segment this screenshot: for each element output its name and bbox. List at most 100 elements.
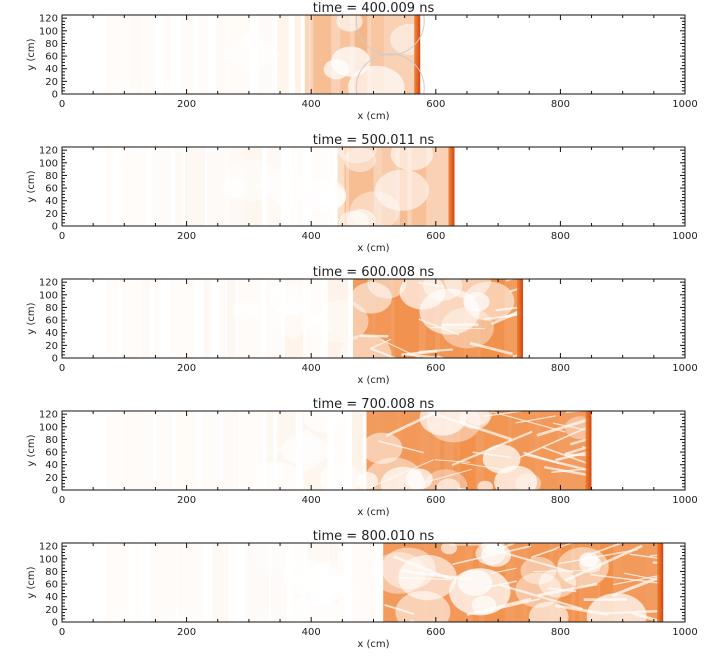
- y-axis-label: y (cm): [26, 434, 37, 466]
- y-tick-label: 0: [52, 90, 58, 101]
- filament: [521, 305, 588, 316]
- vortex-cavity: [444, 279, 492, 299]
- wake-band: [129, 15, 143, 94]
- vortex-cavity: [367, 279, 407, 299]
- vortex-cavity: [437, 478, 461, 490]
- filament: [407, 353, 451, 358]
- vortex-cavity: [477, 480, 493, 490]
- filament: [564, 435, 624, 456]
- y-tick-label: 40: [45, 64, 58, 75]
- vortex-cavity: [390, 23, 431, 56]
- x-axis-label: x (cm): [357, 375, 389, 386]
- x-axis-label: x (cm): [357, 243, 389, 254]
- filament: [600, 609, 667, 615]
- x-tick-label: 1000: [672, 231, 697, 242]
- wake-band: [245, 543, 270, 622]
- wake-band: [105, 411, 123, 490]
- vortex-cavity: [248, 443, 266, 458]
- wake-band: [126, 147, 147, 226]
- wake-band: [223, 411, 239, 490]
- y-tick-label: 120: [39, 410, 58, 421]
- vortex-cavity: [312, 299, 369, 343]
- x-tick-label: 800: [551, 99, 570, 110]
- x-tick-label: 400: [302, 363, 321, 374]
- y-axis-label: y (cm): [26, 566, 37, 598]
- filament: [631, 611, 668, 622]
- wake-band: [198, 15, 209, 94]
- filament: [466, 597, 532, 616]
- y-tick-label: 60: [45, 316, 58, 327]
- vortex-cavity: [355, 472, 378, 489]
- filament: [370, 338, 392, 350]
- shock-front: [414, 15, 421, 94]
- filament: [542, 446, 610, 473]
- wake-band: [152, 147, 171, 226]
- filament: [384, 603, 415, 616]
- filament: [523, 451, 559, 465]
- wake-band: [105, 15, 130, 94]
- filament: [490, 567, 517, 575]
- vortex-cavity: [350, 282, 392, 314]
- filament: [378, 440, 424, 454]
- wake-band: [135, 543, 141, 622]
- filament: [360, 334, 389, 338]
- filament: [611, 565, 685, 598]
- filament: [461, 462, 508, 471]
- x-tick-label: 600: [426, 495, 445, 506]
- filament: [483, 411, 521, 417]
- y-tick-label: 80: [45, 435, 58, 446]
- shock-front: [448, 147, 455, 226]
- filament: [421, 468, 472, 484]
- vortex-cavity: [390, 147, 433, 171]
- filament: [476, 598, 541, 615]
- filament: [590, 573, 679, 587]
- filament: [517, 279, 528, 282]
- filament: [564, 453, 648, 457]
- filament: [586, 543, 625, 557]
- y-tick-label: 0: [52, 354, 58, 365]
- wake-band: [304, 15, 310, 94]
- y-tick-label: 120: [39, 14, 58, 25]
- wake-band: [185, 147, 205, 226]
- wake-band: [105, 147, 113, 226]
- filament: [536, 417, 591, 437]
- x-tick-label: 400: [302, 495, 321, 506]
- filament: [533, 569, 589, 573]
- wake-band: [266, 411, 274, 490]
- shock-cell: [254, 164, 315, 209]
- bow-shock-arc: [355, 15, 425, 56]
- shock-cell: [220, 32, 281, 77]
- filament: [552, 422, 601, 434]
- panel-title: time = 700.008 ns: [313, 397, 435, 412]
- vortex-cavity: [336, 147, 377, 164]
- x-tick-label: 800: [551, 495, 570, 506]
- filament: [418, 348, 453, 353]
- vortex-cavity: [520, 556, 557, 585]
- x-tick-label: 0: [59, 231, 65, 242]
- filament: [367, 459, 434, 489]
- vortex-cavity: [419, 411, 467, 436]
- wake-band: [142, 279, 150, 358]
- x-tick-label: 200: [177, 231, 196, 242]
- x-tick-label: 200: [177, 627, 196, 638]
- filament: [436, 355, 446, 358]
- wake-band: [105, 279, 118, 358]
- vortex-cavity: [220, 177, 248, 198]
- y-axis-label: y (cm): [26, 38, 37, 70]
- filament: [649, 552, 685, 557]
- y-tick-label: 40: [45, 592, 58, 603]
- wake-band: [352, 411, 363, 490]
- y-axis-label: y (cm): [26, 170, 37, 202]
- shock-front: [657, 543, 664, 622]
- filament: [434, 459, 471, 463]
- vortex-cavity: [345, 584, 365, 600]
- wake-band: [177, 543, 204, 622]
- filament: [505, 279, 515, 282]
- filament: [537, 582, 598, 597]
- vortex-cavity: [323, 59, 350, 80]
- filament: [482, 580, 517, 589]
